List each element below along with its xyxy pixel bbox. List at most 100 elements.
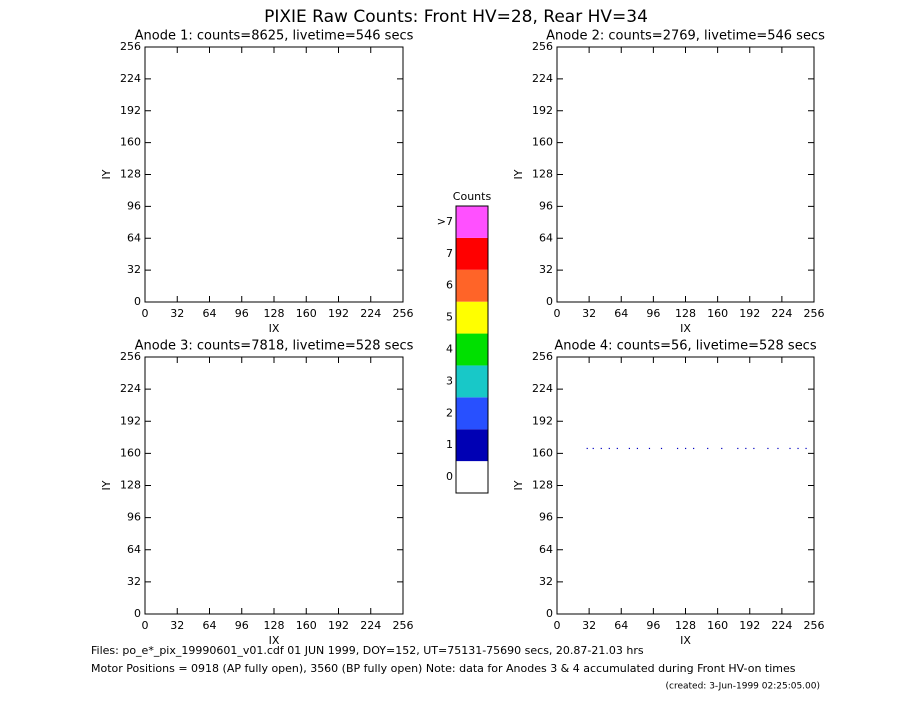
colorbar-label: 4 [446,343,453,356]
y-axis-label: IY [100,169,113,179]
y-axis-label: IY [512,169,525,179]
y-tick-label: 256 [120,350,141,363]
x-tick-label: 0 [554,307,561,320]
y-tick-label: 160 [120,136,141,149]
point [777,447,779,450]
y-tick-label: 64 [127,231,141,244]
colorbar-label: >7 [437,215,453,228]
y-tick-label: 32 [127,263,141,276]
point [737,447,739,450]
y-tick-label: 0 [134,607,141,620]
x-tick-label: 160 [296,307,317,320]
color-swatch [456,429,488,462]
color-swatch [456,301,488,334]
x-tick-label: 0 [554,619,561,632]
x-tick-label: 128 [675,307,696,320]
footer-line: (created: 3-Jun-1999 02:25:05.00) [666,682,820,692]
x-tick-label: 224 [771,307,792,320]
y-tick-label: 160 [120,446,141,459]
x-tick-label: 128 [264,307,285,320]
colorbar-label: 7 [446,247,453,260]
y-tick-label: 128 [120,479,141,492]
x-tick-label: 160 [707,619,728,632]
y-tick-label: 96 [127,511,141,524]
y-tick-label: 64 [127,543,141,556]
point [608,447,610,450]
colorbar-label: 1 [446,438,453,451]
x-tick-label: 128 [264,619,285,632]
point [693,447,695,450]
y-tick-label: 224 [120,382,141,395]
point [592,447,594,450]
colorbar-title: Counts [453,190,492,203]
point [685,447,687,450]
colorbar-label: 2 [446,406,453,419]
x-tick-label: 160 [296,619,317,632]
x-tick-label: 64 [203,307,217,320]
x-tick-label: 160 [707,307,728,320]
color-swatch [456,461,488,493]
x-tick-label: 192 [328,619,349,632]
color-swatch [456,333,488,366]
y-tick-label: 224 [532,72,553,85]
y-tick-label: 192 [120,104,141,117]
point [628,447,630,450]
colorbar-label: 5 [446,311,453,324]
x-tick-label: 192 [739,619,760,632]
color-swatch [456,206,488,238]
y-tick-label: 0 [134,295,141,308]
y-tick-label: 256 [532,40,553,53]
figure-title: PIXIE Raw Counts: Front HV=28, Rear HV=3… [264,7,648,27]
y-tick-label: 256 [532,350,553,363]
y-tick-label: 128 [532,168,553,181]
y-tick-label: 64 [539,231,553,244]
y-tick-label: 256 [120,40,141,53]
y-tick-label: 128 [120,168,141,181]
x-axis-label: IX [269,634,280,647]
y-tick-label: 32 [127,575,141,588]
point [745,447,747,450]
footer-line: Files: po_e*_pix_19990601_v01.cdf 01 JUN… [91,644,644,657]
y-axis-label: IY [100,480,113,490]
point [797,447,799,450]
y-axis-label: IY [512,480,525,490]
panel-title: Anode 2: counts=2769, livetime=546 secs [546,29,825,44]
x-tick-label: 32 [582,307,596,320]
point [636,447,639,450]
point [600,447,602,450]
y-tick-label: 0 [546,607,553,620]
y-tick-label: 192 [532,414,553,427]
x-tick-label: 256 [393,619,414,632]
colorbar-label: 0 [446,470,453,483]
x-tick-label: 96 [235,619,249,632]
y-tick-label: 160 [532,136,553,149]
x-tick-label: 96 [646,307,660,320]
y-tick-label: 32 [539,575,553,588]
x-tick-label: 256 [804,619,825,632]
x-tick-label: 256 [804,307,825,320]
point [648,447,651,450]
x-tick-label: 64 [614,619,628,632]
x-tick-label: 32 [170,619,184,632]
x-tick-label: 256 [393,307,414,320]
x-tick-label: 64 [203,619,217,632]
y-tick-label: 64 [539,543,553,556]
footer-line: Motor Positions = 0918 (AP fully open), … [91,662,796,675]
panel-title: Anode 1: counts=8625, livetime=546 secs [135,29,414,44]
y-tick-label: 96 [539,199,553,212]
y-tick-label: 192 [120,414,141,427]
color-swatch [456,365,488,398]
x-tick-label: 0 [142,619,149,632]
x-tick-label: 224 [360,619,381,632]
y-tick-label: 0 [546,295,553,308]
y-tick-label: 160 [532,446,553,459]
point [721,447,723,450]
y-tick-label: 224 [120,72,141,85]
y-tick-label: 32 [539,263,553,276]
x-tick-label: 64 [614,307,628,320]
color-swatch [456,269,488,302]
point [805,447,807,450]
panel-title: Anode 4: counts=56, livetime=528 secs [554,339,816,354]
x-tick-label: 192 [328,307,349,320]
